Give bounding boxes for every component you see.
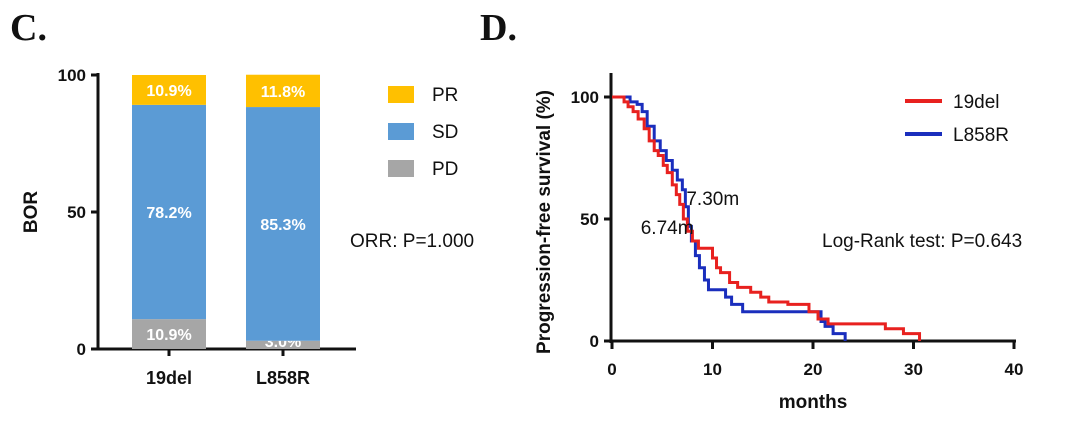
median-label: 6.74m [641,218,694,239]
km-x-tick-label: 10 [703,360,722,379]
bar-category-label: 19del [146,368,192,388]
legend-swatch-sd [388,123,414,140]
panel-label-d: D. [480,7,517,49]
panel-label-c: C. [10,7,47,49]
legend-label-pd: PD [432,159,458,180]
bar-segment-pd-l858r [246,340,320,349]
bar-segment-label: 10.9% [146,83,191,100]
bar-y-axis-title: BOR [21,191,42,234]
bar-segment-pr-l858r [246,74,320,108]
bar-segment-label: 85.3% [260,217,305,234]
km-y-tick-label: 0 [590,332,599,351]
legend-label-l858r: L858R [953,125,1009,146]
km-y-axis-title: Progression-free survival (%) [534,90,555,354]
bar-segment-label: 10.9% [146,327,191,344]
logrank-annotation: Log-Rank test: P=0.643 [822,231,1022,252]
bar-segment-pr-19del [132,75,206,105]
km-x-tick-label: 30 [904,360,923,379]
bar-segment-sd-l858r [246,107,320,341]
bar-y-tick-label: 100 [58,66,86,85]
km-x-tick-label: 40 [1005,360,1024,379]
bar-segment-label: 78.2% [146,205,191,222]
km-x-tick-label: 0 [607,360,616,379]
bar-segment-pd-19del [132,319,206,349]
km-x-tick-label: 20 [804,360,823,379]
km-chart-d: Progression-free survival (%) 0 50 100 0 10 2… [534,73,1023,413]
km-y-tick-label: 100 [571,88,599,107]
km-x-axis-title: months [779,392,848,413]
km-curve-l858r [612,95,847,341]
km-curve-19del [612,95,922,341]
bar-y-tick-label: 50 [67,203,86,222]
bar-y-tick-label: 0 [77,340,86,359]
bar-segment-sd-19del [132,104,206,320]
legend-swatch-pd [388,160,414,177]
legend-label-19del: 19del [953,92,1000,113]
legend-label-pr: PR [432,85,458,106]
legend-swatch-pr [388,86,414,103]
km-y-tick-label: 50 [580,210,599,229]
orr-annotation: ORR: P=1.000 [350,231,474,252]
median-label: 7.30m [686,189,739,210]
legend-label-sd: SD [432,122,458,143]
bar-segment-label: 11.8% [261,84,305,101]
bar-category-label: L858R [256,368,310,388]
